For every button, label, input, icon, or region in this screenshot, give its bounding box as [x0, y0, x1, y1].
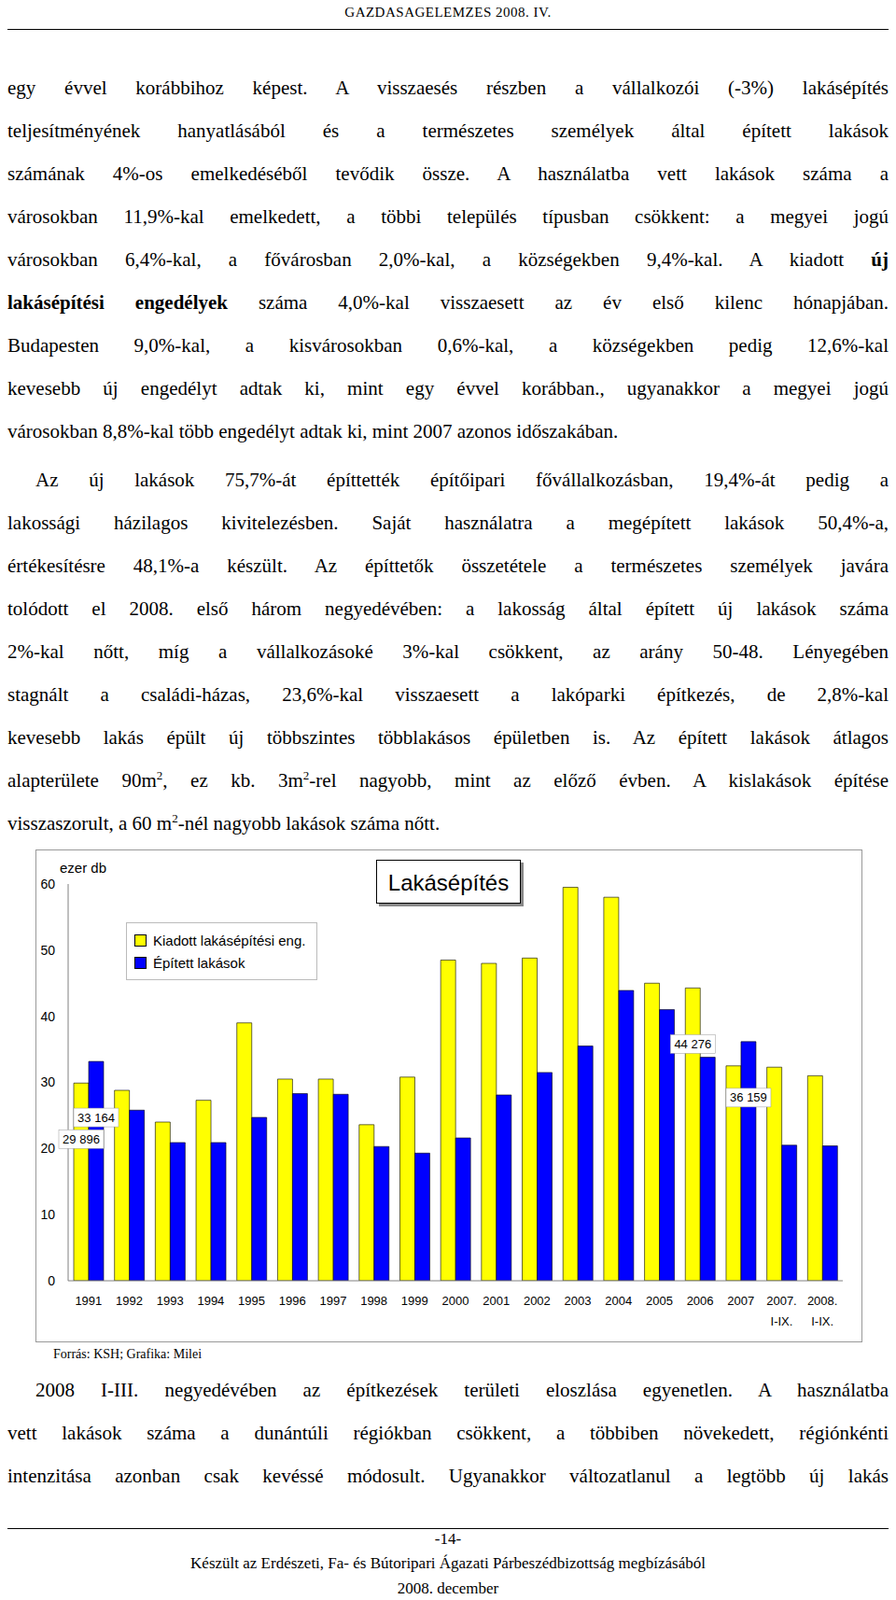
html-text:kevesebb új engedélyt adtak ki: kevesebb új engedélyt adtak ki, mint egy… [7, 377, 889, 400]
svg-text:1998: 1998 [360, 1293, 388, 1308]
svg-text:10: 10 [40, 1206, 56, 1222]
html-text:lakásépítési engedélyek száma: lakásépítési engedélyek száma 4,0%-kal v… [7, 291, 889, 314]
html-text:Kiadott lakásépítési eng.: Kiadott lakásépítési eng. [153, 931, 306, 948]
html-text:Forrás: KSH; Grafika: Milei: Forrás: KSH; Grafika: Milei [53, 1346, 202, 1361]
svg-text:2001: 2001 [482, 1293, 510, 1308]
svg-text:60: 60 [40, 876, 56, 892]
svg-text:36 159: 36 159 [729, 1090, 768, 1105]
html-text:GAZDASÁGELEMZÉS 2008. IV.: GAZDASÁGELEMZÉS 2008. IV. [344, 4, 552, 20]
svg-text:50: 50 [40, 942, 56, 958]
svg-text:2002: 2002 [523, 1293, 551, 1308]
svg-text:1996: 1996 [279, 1293, 307, 1308]
html-text:értékesítésre 48,1%-a készült.: értékesítésre 48,1%-a készült. Az építte… [7, 554, 889, 577]
svg-text:1995: 1995 [238, 1293, 266, 1308]
html-text:teljesítményének hanyatlásából: teljesítményének hanyatlásából és a term… [7, 119, 889, 142]
svg-text:2008.I-IX.: 2008.I-IX. [807, 1293, 839, 1329]
svg-text:1999: 1999 [401, 1293, 429, 1308]
svg-text:1992: 1992 [115, 1293, 143, 1308]
html-text:2008 I-III. negyedévében az ép: 2008 I-III. negyedévében az építkezések … [35, 1378, 889, 1401]
html-text:egy évvel korábbihoz képest. A: egy évvel korábbihoz képest. A visszaesé… [7, 76, 889, 99]
svg-text:2007: 2007 [727, 1293, 755, 1308]
html-text:vett lakások száma a dunántúli: vett lakások száma a dunántúli régiókban… [7, 1421, 889, 1444]
html-text:2008. december: 2008. december [397, 1579, 499, 1597]
html-text:városokban 6,4%-kal, a főváros: városokban 6,4%-kal, a fővárosban 2,0%-k… [7, 248, 889, 271]
html-text:tolódott el 2008. első három n: tolódott el 2008. első három negyedévébe… [7, 597, 889, 620]
html-text:lakossági házilagos kivitelezé: lakossági házilagos kivitelezésben. Sajá… [7, 511, 889, 534]
svg-text:2005: 2005 [645, 1293, 673, 1308]
html-text:Épített lakások: Épített lakások [153, 954, 245, 971]
svg-text:1991: 1991 [74, 1293, 102, 1308]
svg-text:2004: 2004 [604, 1293, 632, 1308]
html-text:stagnált a családi-házas, 23,6: stagnált a családi-házas, 23,6%-kal viss… [7, 683, 889, 706]
svg-text:44 276: 44 276 [673, 1036, 712, 1051]
html-text:Lakásépítés: Lakásépítés [388, 869, 509, 896]
html-text:számának 4%-os emelkedéséből t: számának 4%-os emelkedéséből tevődik öss… [7, 162, 889, 185]
html-text:Budapesten 9,0%-kal, a kisváro: Budapesten 9,0%-kal, a kisvárosokban 0,6… [7, 334, 889, 357]
svg-text:2006: 2006 [686, 1293, 714, 1308]
html-text:Készült az Erdészeti, Fa- és B: Készült az Erdészeti, Fa- és Bútoripari … [190, 1554, 706, 1572]
svg-text:2003: 2003 [564, 1293, 592, 1308]
html-text:intenzitása azonban csak kevés: intenzitása azonban csak kevéssé módosul… [7, 1464, 889, 1487]
svg-text:0: 0 [47, 1273, 56, 1288]
svg-text:33 164: 33 164 [77, 1110, 115, 1125]
html-text:Az új lakások 75,7%-át építtet: Az új lakások 75,7%-át építtették építői… [35, 468, 889, 491]
html-text:2%-kal nőtt, míg a vállalkozás: 2%-kal nőtt, míg a vállalkozásoké 3%-kal… [7, 640, 889, 663]
svg-text:40: 40 [40, 1008, 56, 1024]
html-text:városokban 11,9%-kal emelkedet: városokban 11,9%-kal emelkedett, a többi… [7, 205, 889, 228]
svg-text:2007.I-IX.: 2007.I-IX. [766, 1293, 798, 1329]
html-text:városokban 8,8%-kal több enged: városokban 8,8%-kal több engedélyt adtak… [7, 420, 619, 443]
svg-text:30: 30 [40, 1074, 56, 1090]
html-text:visszaszorult, a 60 m2-nél nag: visszaszorult, a 60 m2-nél nagyobb lakás… [7, 811, 440, 835]
svg-text:1993: 1993 [156, 1293, 184, 1308]
svg-text:20: 20 [40, 1140, 56, 1156]
svg-text:2000: 2000 [442, 1293, 470, 1308]
svg-text:1997: 1997 [319, 1293, 347, 1308]
html-text:-14-: -14- [434, 1529, 462, 1548]
svg-text:29 896: 29 896 [62, 1132, 100, 1147]
html-text:kevesebb lakás épült új többsz: kevesebb lakás épült új többszintes több… [7, 726, 889, 749]
html-text:ezer db: ezer db [59, 859, 107, 876]
html-text:alapterülete 90m2, ez kb. 3m2-: alapterülete 90m2, ez kb. 3m2-rel nagyob… [7, 768, 889, 792]
svg-text:1994: 1994 [196, 1293, 224, 1308]
